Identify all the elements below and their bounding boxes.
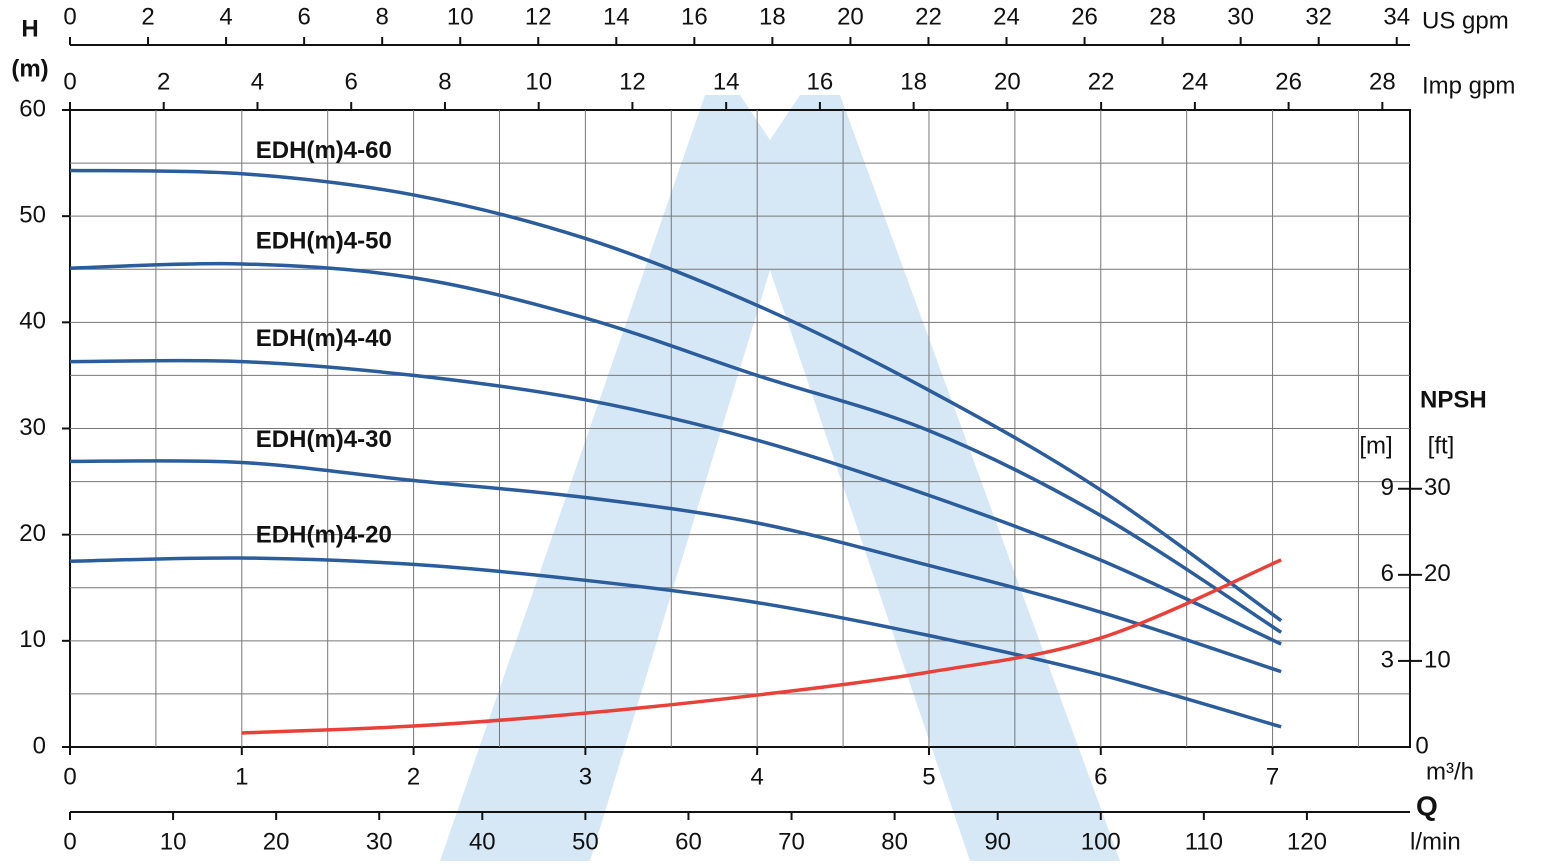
- x-tick-label: 3: [579, 763, 592, 790]
- x-tick-label: 5: [922, 763, 935, 790]
- y-title: H: [21, 15, 38, 42]
- top-tick-label: 22: [915, 3, 942, 30]
- y2-title: NPSH: [1420, 386, 1487, 413]
- x2-tick-label: 30: [366, 828, 393, 855]
- x-tick-label: 1: [235, 763, 248, 790]
- top-tick-label: 6: [345, 68, 358, 95]
- top-tick-label: 26: [1071, 3, 1098, 30]
- curve-label: EDH(m)4-40: [256, 325, 392, 352]
- top-tick-label: 20: [837, 3, 864, 30]
- x-tick-label: 6: [1094, 763, 1107, 790]
- top-tick-label: 4: [251, 68, 264, 95]
- q-label: Q: [1416, 790, 1438, 821]
- x2-tick-label: 0: [63, 828, 76, 855]
- top-tick-label: 34: [1383, 3, 1410, 30]
- x2-tick-label: 10: [160, 828, 187, 855]
- top-tick-label: 22: [1088, 68, 1115, 95]
- curve: [69, 261, 1283, 634]
- top-tick-label: 18: [759, 3, 786, 30]
- top-tick-label: 28: [1149, 3, 1176, 30]
- top-tick-label: 16: [681, 3, 708, 30]
- top-tick-label: 32: [1305, 3, 1332, 30]
- top-tick-label: 14: [603, 3, 630, 30]
- x2-tick-label: 90: [984, 828, 1011, 855]
- top-tick-label: 4: [219, 3, 232, 30]
- top-tick-label: 2: [141, 3, 154, 30]
- top-axis-label: US gpm: [1422, 7, 1509, 34]
- x-tick-label: 0: [63, 763, 76, 790]
- y3-tick-label: 30: [1424, 474, 1451, 501]
- y-tick-label: 30: [19, 414, 46, 441]
- x2-tick-label: 60: [675, 828, 702, 855]
- top-tick-label: 0: [63, 3, 76, 30]
- x2-label: l/min: [1410, 828, 1461, 855]
- x2-tick-label: 20: [263, 828, 290, 855]
- y-tick-label: 50: [19, 202, 46, 229]
- top-tick-label: 18: [900, 68, 927, 95]
- top-tick-label: 28: [1369, 68, 1396, 95]
- top-tick-label: 8: [375, 3, 388, 30]
- x2-tick-label: 100: [1081, 828, 1121, 855]
- top-tick-label: 24: [993, 3, 1020, 30]
- top-tick-label: 14: [713, 68, 740, 95]
- top-tick-label: 0: [63, 68, 76, 95]
- top-tick-label: 10: [525, 68, 552, 95]
- y3-label: [ft]: [1428, 432, 1455, 459]
- top-tick-label: 26: [1275, 68, 1302, 95]
- y3-tick-label: 20: [1424, 560, 1451, 587]
- curve-label: EDH(m)4-20: [256, 521, 392, 548]
- y-tick-label: 20: [19, 520, 46, 547]
- top-tick-label: 12: [619, 68, 646, 95]
- curve-label: EDH(m)4-30: [256, 426, 392, 453]
- top-tick-label: 2: [157, 68, 170, 95]
- curve-label: EDH(m)4-60: [256, 137, 392, 164]
- top-tick-label: 6: [297, 3, 310, 30]
- x2-tick-label: 80: [881, 828, 908, 855]
- x2-tick-label: 120: [1287, 828, 1327, 855]
- x-tick-label: 2: [407, 763, 420, 790]
- y2-tick-label: 0: [1415, 732, 1428, 759]
- top-tick-label: 30: [1227, 3, 1254, 30]
- y-tick-label: 10: [19, 626, 46, 653]
- curve: [69, 358, 1282, 646]
- y-tick-label: 0: [33, 732, 46, 759]
- x2-tick-label: 40: [469, 828, 496, 855]
- y3-tick-label: 10: [1424, 646, 1451, 673]
- top-axis-label: Imp gpm: [1422, 72, 1515, 99]
- y2-tick-label: 3: [1381, 646, 1394, 673]
- curve: [69, 459, 1282, 674]
- top-tick-label: 12: [525, 3, 552, 30]
- x2-tick-label: 70: [778, 828, 805, 855]
- x-tick-label: 4: [750, 763, 763, 790]
- y2-tick-label: 9: [1381, 474, 1394, 501]
- x2-tick-label: 50: [572, 828, 599, 855]
- x-label: m³/h: [1426, 758, 1474, 785]
- y-unit: (m): [11, 55, 48, 82]
- top-tick-label: 20: [994, 68, 1021, 95]
- x2-tick-label: 110: [1185, 828, 1223, 855]
- top-tick-label: 24: [1182, 68, 1209, 95]
- curve: [241, 558, 1282, 735]
- curve: [69, 556, 1282, 729]
- y2-label: [m]: [1359, 432, 1392, 459]
- y-tick-label: 40: [19, 308, 46, 335]
- top-tick-label: 16: [807, 68, 834, 95]
- curve: [69, 168, 1283, 623]
- y2-tick-label: 6: [1381, 560, 1394, 587]
- top-tick-label: 10: [447, 3, 474, 30]
- y-tick-label: 60: [19, 95, 46, 122]
- x-tick-label: 7: [1266, 763, 1279, 790]
- top-tick-label: 8: [438, 68, 451, 95]
- curve-label: EDH(m)4-50: [256, 227, 392, 254]
